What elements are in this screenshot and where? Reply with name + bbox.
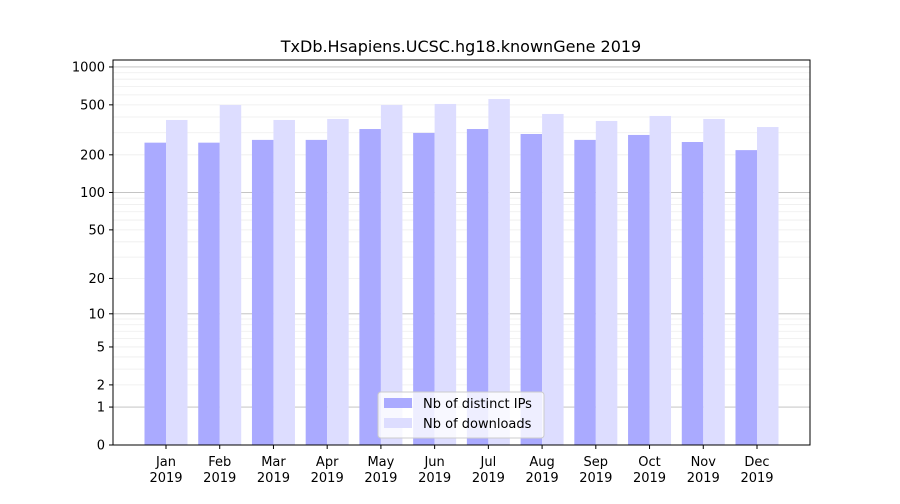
- x-tick-label: Jan 2019: [149, 455, 182, 486]
- x-tick-label: Feb 2019: [203, 455, 236, 486]
- bar-downloads: [488, 99, 510, 446]
- x-tick-label: Aug 2019: [526, 455, 559, 486]
- x-tick-label: Jul 2019: [472, 455, 505, 486]
- bar-distinct-ips: [628, 134, 650, 445]
- bar-downloads: [327, 118, 349, 446]
- y-tick-label: 20: [88, 272, 105, 287]
- bar-distinct-ips: [198, 142, 220, 446]
- axes-frame: [112, 59, 811, 446]
- bar-downloads: [703, 118, 725, 446]
- bar-downloads: [757, 127, 779, 445]
- bar-distinct-ips: [413, 132, 435, 445]
- bar-distinct-ips: [681, 142, 704, 445]
- x-tick-label: Dec 2019: [740, 455, 773, 486]
- bar-downloads: [380, 104, 403, 446]
- legend-swatch: [384, 418, 412, 428]
- x-tick-label: Jun 2019: [418, 455, 451, 486]
- y-tick-label: 100: [80, 186, 105, 201]
- bar-distinct-ips: [359, 129, 381, 445]
- x-tick-label: Mar 2019: [257, 455, 290, 486]
- x-tick-label: May 2019: [364, 455, 397, 486]
- legend-box: [377, 391, 545, 439]
- y-tick-label: 5: [97, 340, 105, 355]
- legend-label: Nb of distinct IPs: [423, 397, 532, 412]
- bar-downloads: [166, 119, 188, 446]
- y-tick-label: 1: [97, 401, 105, 416]
- x-tick-label: Nov 2019: [687, 455, 720, 486]
- chart-title: TxDb.Hsapiens.UCSC.hg18.knownGene 2019: [280, 37, 641, 56]
- legend-label: Nb of downloads: [423, 417, 532, 432]
- bar-downloads: [219, 104, 242, 446]
- bar-downloads: [595, 120, 618, 445]
- y-tick-label: 1000: [72, 60, 105, 75]
- bar-downloads: [273, 119, 295, 446]
- bar-distinct-ips: [735, 150, 757, 445]
- bar-distinct-ips: [466, 129, 489, 445]
- bar-distinct-ips: [144, 142, 166, 446]
- bar-distinct-ips: [305, 139, 328, 445]
- bar-downloads: [649, 115, 672, 445]
- y-tick-label: 50: [88, 223, 105, 238]
- legend: Nb of distinct IPs Nb of downloads: [377, 391, 545, 439]
- y-tick-label: 10: [88, 307, 105, 322]
- bar-distinct-ips: [520, 134, 543, 445]
- y-tick-label: 200: [80, 148, 105, 163]
- bar-distinct-ips: [574, 139, 596, 445]
- y-tick-label: 0: [97, 439, 105, 454]
- legend-swatch: [384, 398, 412, 408]
- y-tick-label: 500: [80, 98, 105, 113]
- x-tick-label: Oct 2019: [633, 455, 666, 486]
- bar-downloads: [542, 113, 564, 446]
- y-tick-label: 2: [97, 378, 105, 393]
- bar-distinct-ips: [251, 139, 274, 445]
- x-tick-label: Apr 2019: [311, 455, 344, 486]
- x-tick-label: Sep 2019: [579, 455, 612, 486]
- bar-downloads: [434, 103, 457, 445]
